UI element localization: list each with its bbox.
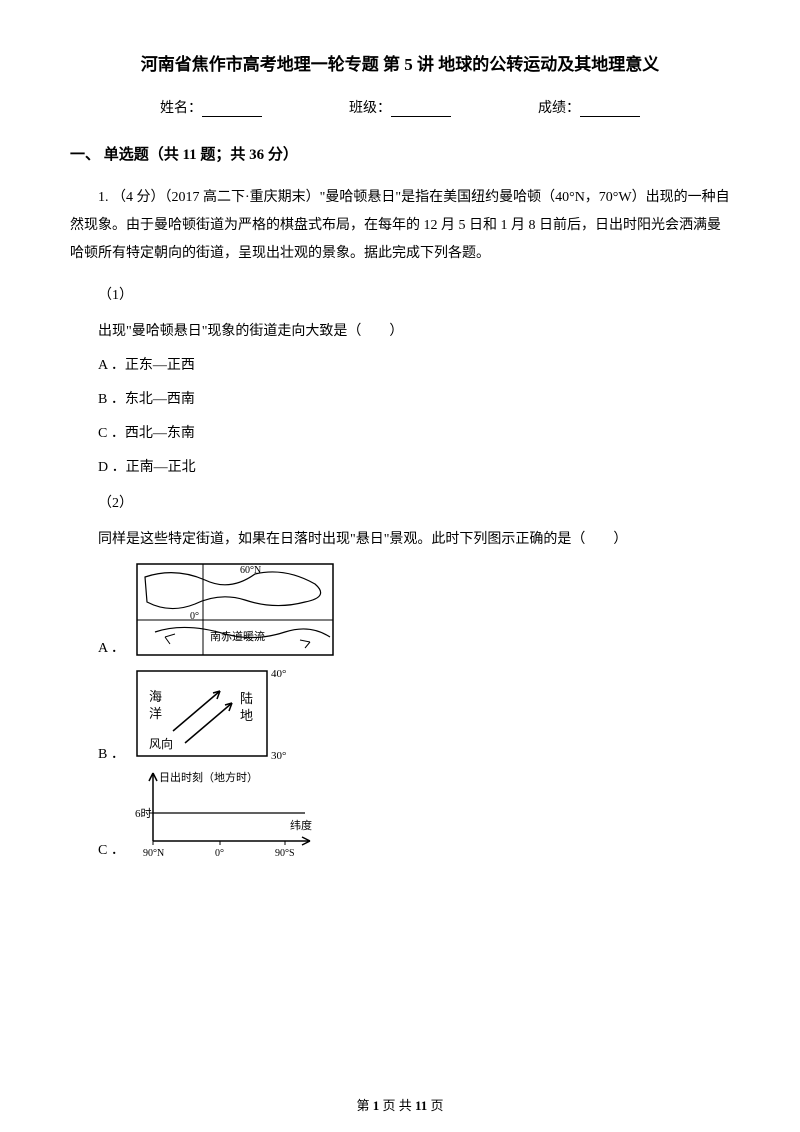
q1-sub2-option-b[interactable]: B ． 40° 30° 海 洋 陆 地 风向: [98, 663, 730, 763]
class-label: 班级：: [349, 97, 391, 117]
q1-sub1-option-c[interactable]: C ．西北—东南: [70, 422, 730, 442]
diagram-a: 60°N 0° 南赤道暖流: [135, 562, 335, 657]
diagram-c-xtick-0: 90°N: [143, 848, 164, 859]
q1-sub2-label: （2）: [70, 492, 730, 512]
name-blank[interactable]: [202, 102, 262, 117]
diagram-c-xlabel: 纬度: [290, 818, 312, 832]
section-heading: 一、 单选题（共 11 题；共 36 分）: [70, 143, 730, 164]
q1-sub1-option-a[interactable]: A ．正东—正西: [70, 354, 730, 374]
q1-sub2-option-a[interactable]: A ． 60°N 0° 南赤道暖流: [98, 562, 730, 657]
option-a-label: A ．: [98, 637, 125, 657]
score-blank[interactable]: [580, 102, 640, 117]
option-b-label: B ．: [98, 743, 125, 763]
diagram-c-xtick-2: 90°S: [275, 848, 295, 859]
student-info-line: 姓名： 班级： 成绩：: [70, 97, 730, 117]
option-c-label: C ．: [98, 839, 125, 859]
q1-sub1-stem: 出现"曼哈顿悬日"现象的街道走向大致是（ ）: [70, 320, 730, 340]
q1-sub1-option-b[interactable]: B ．东北—西南: [70, 388, 730, 408]
q1-sub1-option-d[interactable]: D ．正南—正北: [70, 456, 730, 476]
diagram-c-6h: 6时: [135, 807, 152, 820]
diagram-b-wind: 风向: [149, 736, 173, 751]
score-label: 成绩：: [538, 97, 580, 117]
diagram-c-xtick-1: 0°: [215, 848, 224, 859]
page-footer: 第 1 页 共 11 页: [0, 1095, 800, 1114]
diagram-c: 日出时刻（地方时） 6时 90°N 0° 90°S 纬度: [135, 769, 345, 859]
diagram-b-30: 30°: [271, 750, 286, 762]
q1-sub1-label: （1）: [70, 284, 730, 304]
diagram-b-land2: 地: [240, 708, 253, 723]
diagram-b-land1: 陆: [240, 691, 253, 706]
diagram-c-ylabel: 日出时刻（地方时）: [159, 770, 258, 784]
class-blank[interactable]: [391, 102, 451, 117]
diagram-b: 40° 30° 海 洋 陆 地 风向: [135, 663, 335, 763]
diagram-b-40: 40°: [271, 668, 286, 680]
q1-stem: 1. （4 分）（2017 高二下·重庆期末）"曼哈顿悬日"是指在美国纽约曼哈顿…: [70, 184, 730, 268]
diagram-b-sea2: 洋: [149, 706, 162, 721]
diagram-a-0: 0°: [190, 611, 199, 622]
q1-sub2-option-c[interactable]: C ． 日出时刻（地方时） 6时 90°N 0° 90°S 纬度: [98, 769, 730, 859]
name-label: 姓名：: [160, 97, 202, 117]
page-title: 河南省焦作市高考地理一轮专题 第 5 讲 地球的公转运动及其地理意义: [70, 50, 730, 75]
diagram-a-60n: 60°N: [240, 565, 261, 576]
diagram-b-sea1: 海: [149, 689, 162, 704]
q1-sub2-stem: 同样是这些特定街道，如果在日落时出现"悬日"景观。此时下列图示正确的是（ ）: [70, 528, 730, 548]
diagram-a-current-label: 南赤道暖流: [210, 629, 265, 643]
